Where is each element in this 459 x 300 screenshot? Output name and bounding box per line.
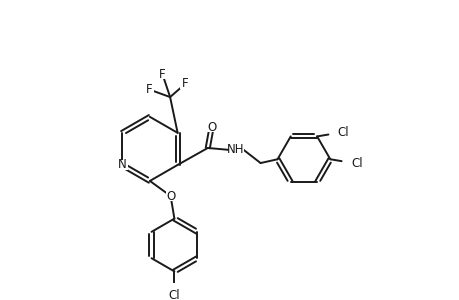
Text: O: O xyxy=(207,121,216,134)
Text: N: N xyxy=(118,158,126,171)
FancyBboxPatch shape xyxy=(144,85,154,94)
Text: O: O xyxy=(166,190,175,202)
FancyBboxPatch shape xyxy=(207,122,216,132)
Text: F: F xyxy=(146,83,152,96)
FancyBboxPatch shape xyxy=(347,158,365,168)
Text: F: F xyxy=(181,77,188,90)
Text: Cl: Cl xyxy=(168,290,180,300)
FancyBboxPatch shape xyxy=(157,70,167,79)
FancyBboxPatch shape xyxy=(333,128,352,138)
FancyBboxPatch shape xyxy=(166,191,175,201)
Text: Cl: Cl xyxy=(337,126,348,139)
Text: NH: NH xyxy=(227,143,244,156)
Text: Cl: Cl xyxy=(350,157,362,169)
Text: F: F xyxy=(159,68,166,81)
FancyBboxPatch shape xyxy=(116,160,128,170)
FancyBboxPatch shape xyxy=(180,79,190,88)
FancyBboxPatch shape xyxy=(228,144,243,155)
FancyBboxPatch shape xyxy=(165,290,184,300)
